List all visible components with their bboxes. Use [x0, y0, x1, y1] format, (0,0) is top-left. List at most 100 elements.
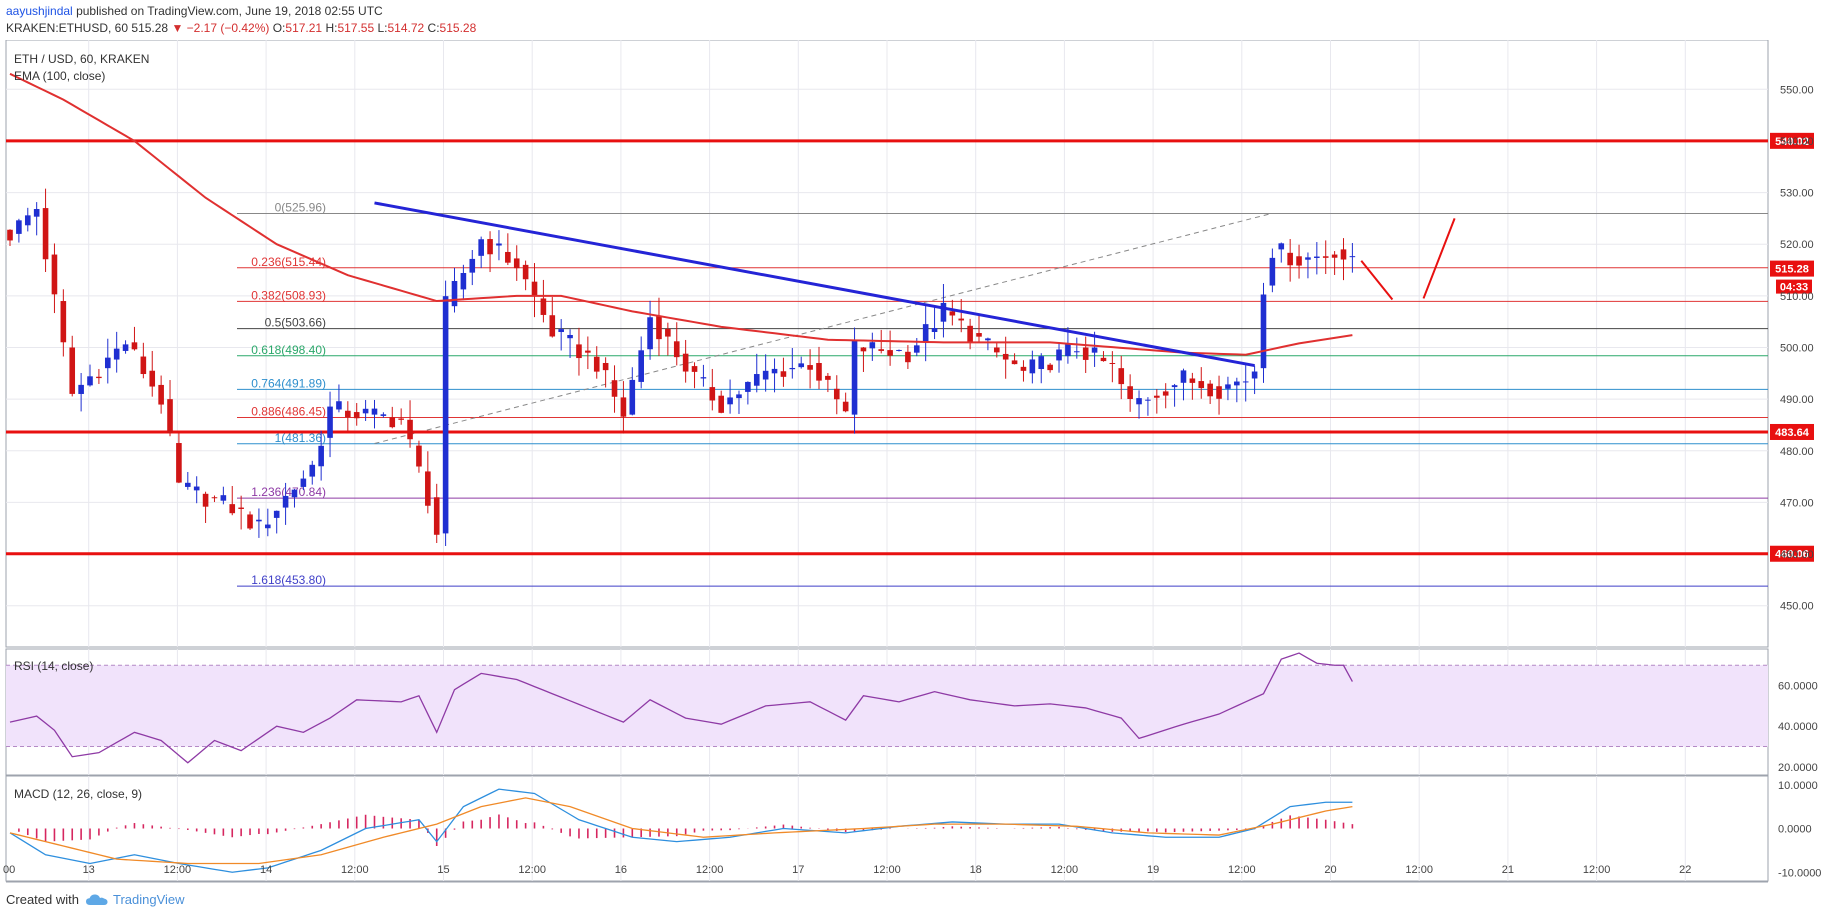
candle-body: [469, 258, 476, 273]
candle-body: [967, 325, 973, 342]
low-value: 514.72: [387, 21, 425, 35]
candle-body: [816, 362, 822, 381]
ema-line-group: [9, 72, 1353, 356]
candle-body: [1100, 357, 1107, 362]
rsi-band: [6, 665, 1768, 747]
candle-body: [1171, 385, 1178, 388]
candle-body: [336, 401, 342, 410]
candle-body: [1260, 294, 1267, 369]
candle-body: [807, 365, 813, 370]
candle-body: [7, 229, 13, 241]
x-tick-label: 12:00: [1583, 864, 1611, 876]
key-level-tag-label: 460.06: [1775, 549, 1809, 561]
ohlc-line: KRAKEN:ETHUSD, 60 515.28 ▼ −2.17 (−0.42%…: [6, 21, 476, 35]
candle-body: [833, 388, 840, 400]
rsi-tick-label: 40.0000: [1778, 721, 1818, 733]
candle-body: [700, 377, 707, 379]
candle-body: [1322, 256, 1329, 258]
signal-line: [9, 797, 1353, 865]
candle-body: [122, 344, 129, 351]
candle-body: [505, 251, 511, 263]
candle-body: [1109, 362, 1116, 364]
candle-body: [362, 408, 369, 414]
candle-body: [478, 239, 484, 256]
candle-body: [513, 258, 520, 269]
candle-body: [922, 324, 929, 343]
fib-level-label: 0(525.96): [275, 200, 326, 214]
axes: 00 13 12:00 14 12:00 15 12:00 16 12:00 17 12:00 18 1…: [3, 84, 1821, 883]
candle-body: [1251, 371, 1258, 379]
countdown-tag-label: 04:33: [1780, 282, 1808, 294]
candle-body: [318, 445, 324, 467]
key-level-tag: [1770, 132, 1814, 149]
candle-body: [611, 380, 618, 397]
candle-body: [1082, 347, 1089, 360]
ema-legend[interactable]: EMA (100, close): [14, 69, 106, 83]
candle-body: [33, 209, 40, 217]
chart-canvas[interactable]: 0(525.96)0.236(515.44)0.382(508.93)0.5(5…: [0, 40, 1828, 885]
candle-body: [549, 315, 556, 337]
candle-body: [1127, 386, 1133, 400]
tradingview-cloud-icon: [85, 893, 108, 905]
fib-level-label: 1(481.36): [275, 431, 326, 445]
candle-body: [220, 495, 227, 501]
candle-body: [558, 329, 564, 333]
candle-body: [1331, 254, 1338, 258]
candle-body: [273, 510, 280, 518]
chart-legend-title[interactable]: ETH / USD, 60, KRAKEN: [14, 52, 150, 66]
key-level-tag: [1770, 423, 1814, 440]
y-tick-label: 450.00: [1780, 601, 1814, 613]
candle-body: [860, 347, 867, 352]
candle-body: [327, 406, 333, 438]
candle-body: [1118, 368, 1125, 385]
candle-body: [913, 345, 920, 353]
candle-body: [291, 489, 298, 498]
fib-level-label: 0.886(486.45): [251, 404, 326, 418]
candle-body: [345, 410, 351, 418]
candle-body: [442, 296, 449, 534]
footer: Created with TradingView: [6, 892, 185, 907]
candle-body: [718, 395, 724, 413]
candle-body: [771, 368, 778, 374]
macd-pane: [9, 788, 1354, 873]
candle-body: [940, 302, 947, 322]
candle-body: [1029, 359, 1036, 374]
author-link[interactable]: aayushjindal: [6, 4, 73, 18]
candle-body: [585, 350, 591, 353]
y-tick-label: 510.00: [1780, 291, 1814, 303]
candle-body: [1180, 370, 1187, 383]
tradingview-logo-link[interactable]: TradingView: [85, 892, 185, 907]
y-tick-label: 550.00: [1780, 84, 1814, 96]
candle-body: [1305, 257, 1311, 260]
created-with-text: Created with: [6, 892, 79, 907]
last-price: 515.28: [131, 21, 169, 35]
y-tick-label: 540.00: [1780, 136, 1814, 148]
candle-body: [113, 348, 120, 360]
candle-body: [451, 280, 458, 307]
rsi-legend[interactable]: RSI (14, close): [14, 659, 94, 673]
rsi-line: [9, 652, 1353, 764]
x-tick-label: 12:00: [873, 864, 901, 876]
candle-body: [1216, 386, 1222, 399]
x-tick-label: 12:00: [1228, 864, 1256, 876]
publish-info: aayushjindal published on TradingView.co…: [6, 4, 383, 18]
x-tick-label: 19: [1147, 864, 1159, 876]
candle-body: [24, 215, 31, 226]
candle-body: [176, 443, 182, 483]
macd-legend[interactable]: MACD (12, 26, close, 9): [14, 787, 143, 801]
candle-body: [256, 519, 262, 522]
candle-body: [798, 363, 805, 368]
key-level-tag-label: 483.64: [1775, 427, 1810, 439]
candle-body: [87, 376, 93, 386]
y-tick-label: 520.00: [1780, 239, 1814, 251]
candle-body: [905, 351, 911, 363]
symbol-line: KRAKEN:ETHUSD, 60: [6, 21, 129, 35]
x-tick-label: 16: [615, 864, 627, 876]
x-tick-label: 12:00: [341, 864, 369, 876]
candle-body: [1154, 395, 1160, 398]
projection-arrow: [1360, 260, 1394, 301]
countdown-tag: [1776, 279, 1812, 294]
candle-body: [1225, 384, 1231, 389]
candle-body: [104, 357, 111, 369]
candle-body: [638, 350, 644, 382]
